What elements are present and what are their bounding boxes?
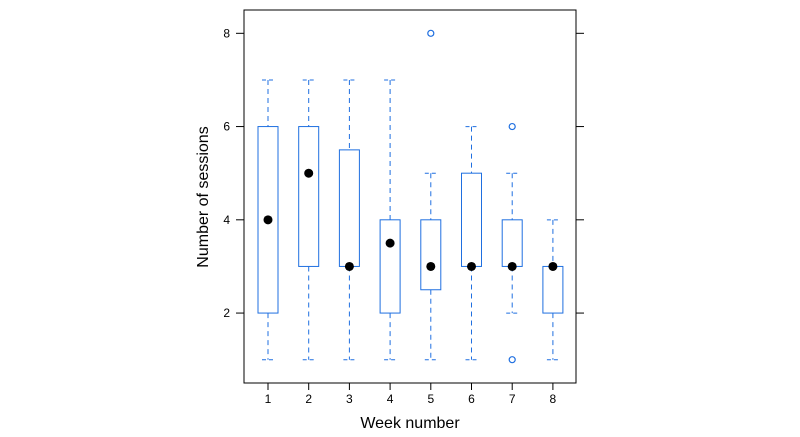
iqr-box (420, 219, 442, 291)
median-dot (426, 261, 436, 271)
x-tick-label: 6 (468, 392, 475, 406)
plot-frame (243, 9, 577, 384)
box-week-3 (338, 79, 360, 361)
iqr-box (501, 219, 523, 267)
x-tick-label: 7 (509, 392, 516, 406)
x-tick-label: 1 (265, 392, 272, 406)
box-week-1 (257, 79, 279, 361)
y-tick-label: 4 (223, 213, 230, 227)
y-axis-label: Number of sessions (195, 126, 212, 267)
median-dot (467, 261, 476, 271)
median-dot (344, 261, 354, 271)
box-week-6 (461, 126, 482, 361)
plot-area (257, 29, 564, 364)
y-tick-label: 2 (223, 306, 230, 320)
y-tick-label: 6 (223, 120, 230, 134)
median-dot (385, 238, 395, 248)
box-week-8 (542, 219, 564, 361)
outlier-point (508, 122, 516, 131)
box-week-2 (298, 79, 320, 361)
x-axis-label: Week number (360, 415, 460, 432)
axes: 2 4 6 8 1 2 3 4 5 6 7 8 (223, 9, 584, 406)
median-dot (304, 168, 314, 178)
iqr-box (461, 172, 482, 267)
x-tick-label: 5 (427, 392, 434, 406)
box-week-5 (420, 29, 442, 361)
box-week-7 (501, 122, 523, 364)
outlier-point (508, 356, 516, 364)
x-tick-label: 2 (305, 392, 312, 406)
outlier-point (427, 29, 435, 37)
y-tick-label: 8 (223, 26, 230, 40)
iqr-box (379, 219, 401, 314)
median-dot (548, 261, 558, 271)
x-tick-label: 4 (387, 392, 394, 406)
median-dot (507, 261, 517, 271)
x-tick-label: 3 (346, 392, 353, 406)
iqr-box (338, 149, 360, 267)
iqr-box (298, 126, 320, 267)
iqr-box (542, 265, 564, 314)
median-dot (263, 215, 273, 225)
box-week-4 (379, 79, 401, 361)
x-tick-label: 8 (550, 392, 557, 406)
